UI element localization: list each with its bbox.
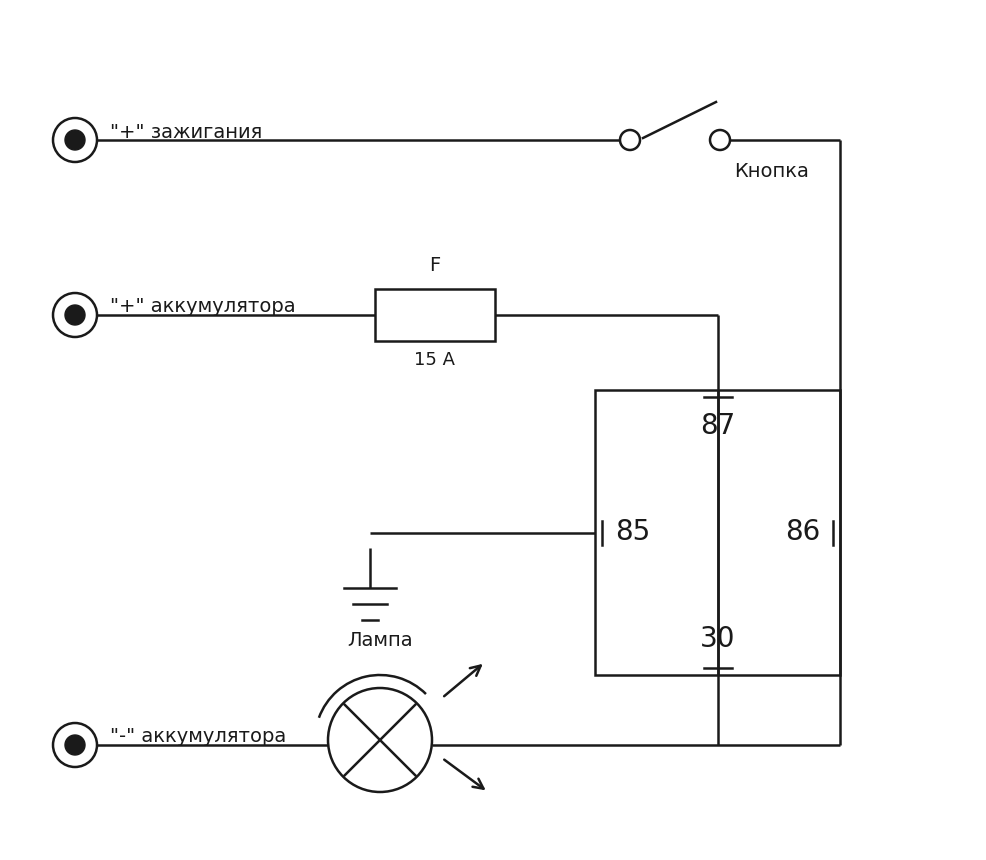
Text: Кнопка: Кнопка: [734, 162, 809, 181]
Text: Лампа: Лампа: [347, 631, 413, 650]
Text: 15 А: 15 А: [414, 351, 456, 369]
Text: "-" аккумулятора: "-" аккумулятора: [110, 728, 286, 746]
Text: F: F: [429, 256, 441, 275]
Circle shape: [65, 305, 85, 325]
Circle shape: [65, 735, 85, 755]
Text: 30: 30: [700, 625, 736, 653]
Bar: [595, 390, 840, 675]
Text: 87: 87: [700, 412, 736, 440]
Text: 85: 85: [615, 519, 650, 546]
Bar: [375, 289, 495, 341]
Circle shape: [65, 130, 85, 150]
Text: "+" зажигания: "+" зажигания: [110, 122, 262, 142]
Text: 86: 86: [785, 519, 820, 546]
Text: "+" аккумулятора: "+" аккумулятора: [110, 298, 296, 316]
